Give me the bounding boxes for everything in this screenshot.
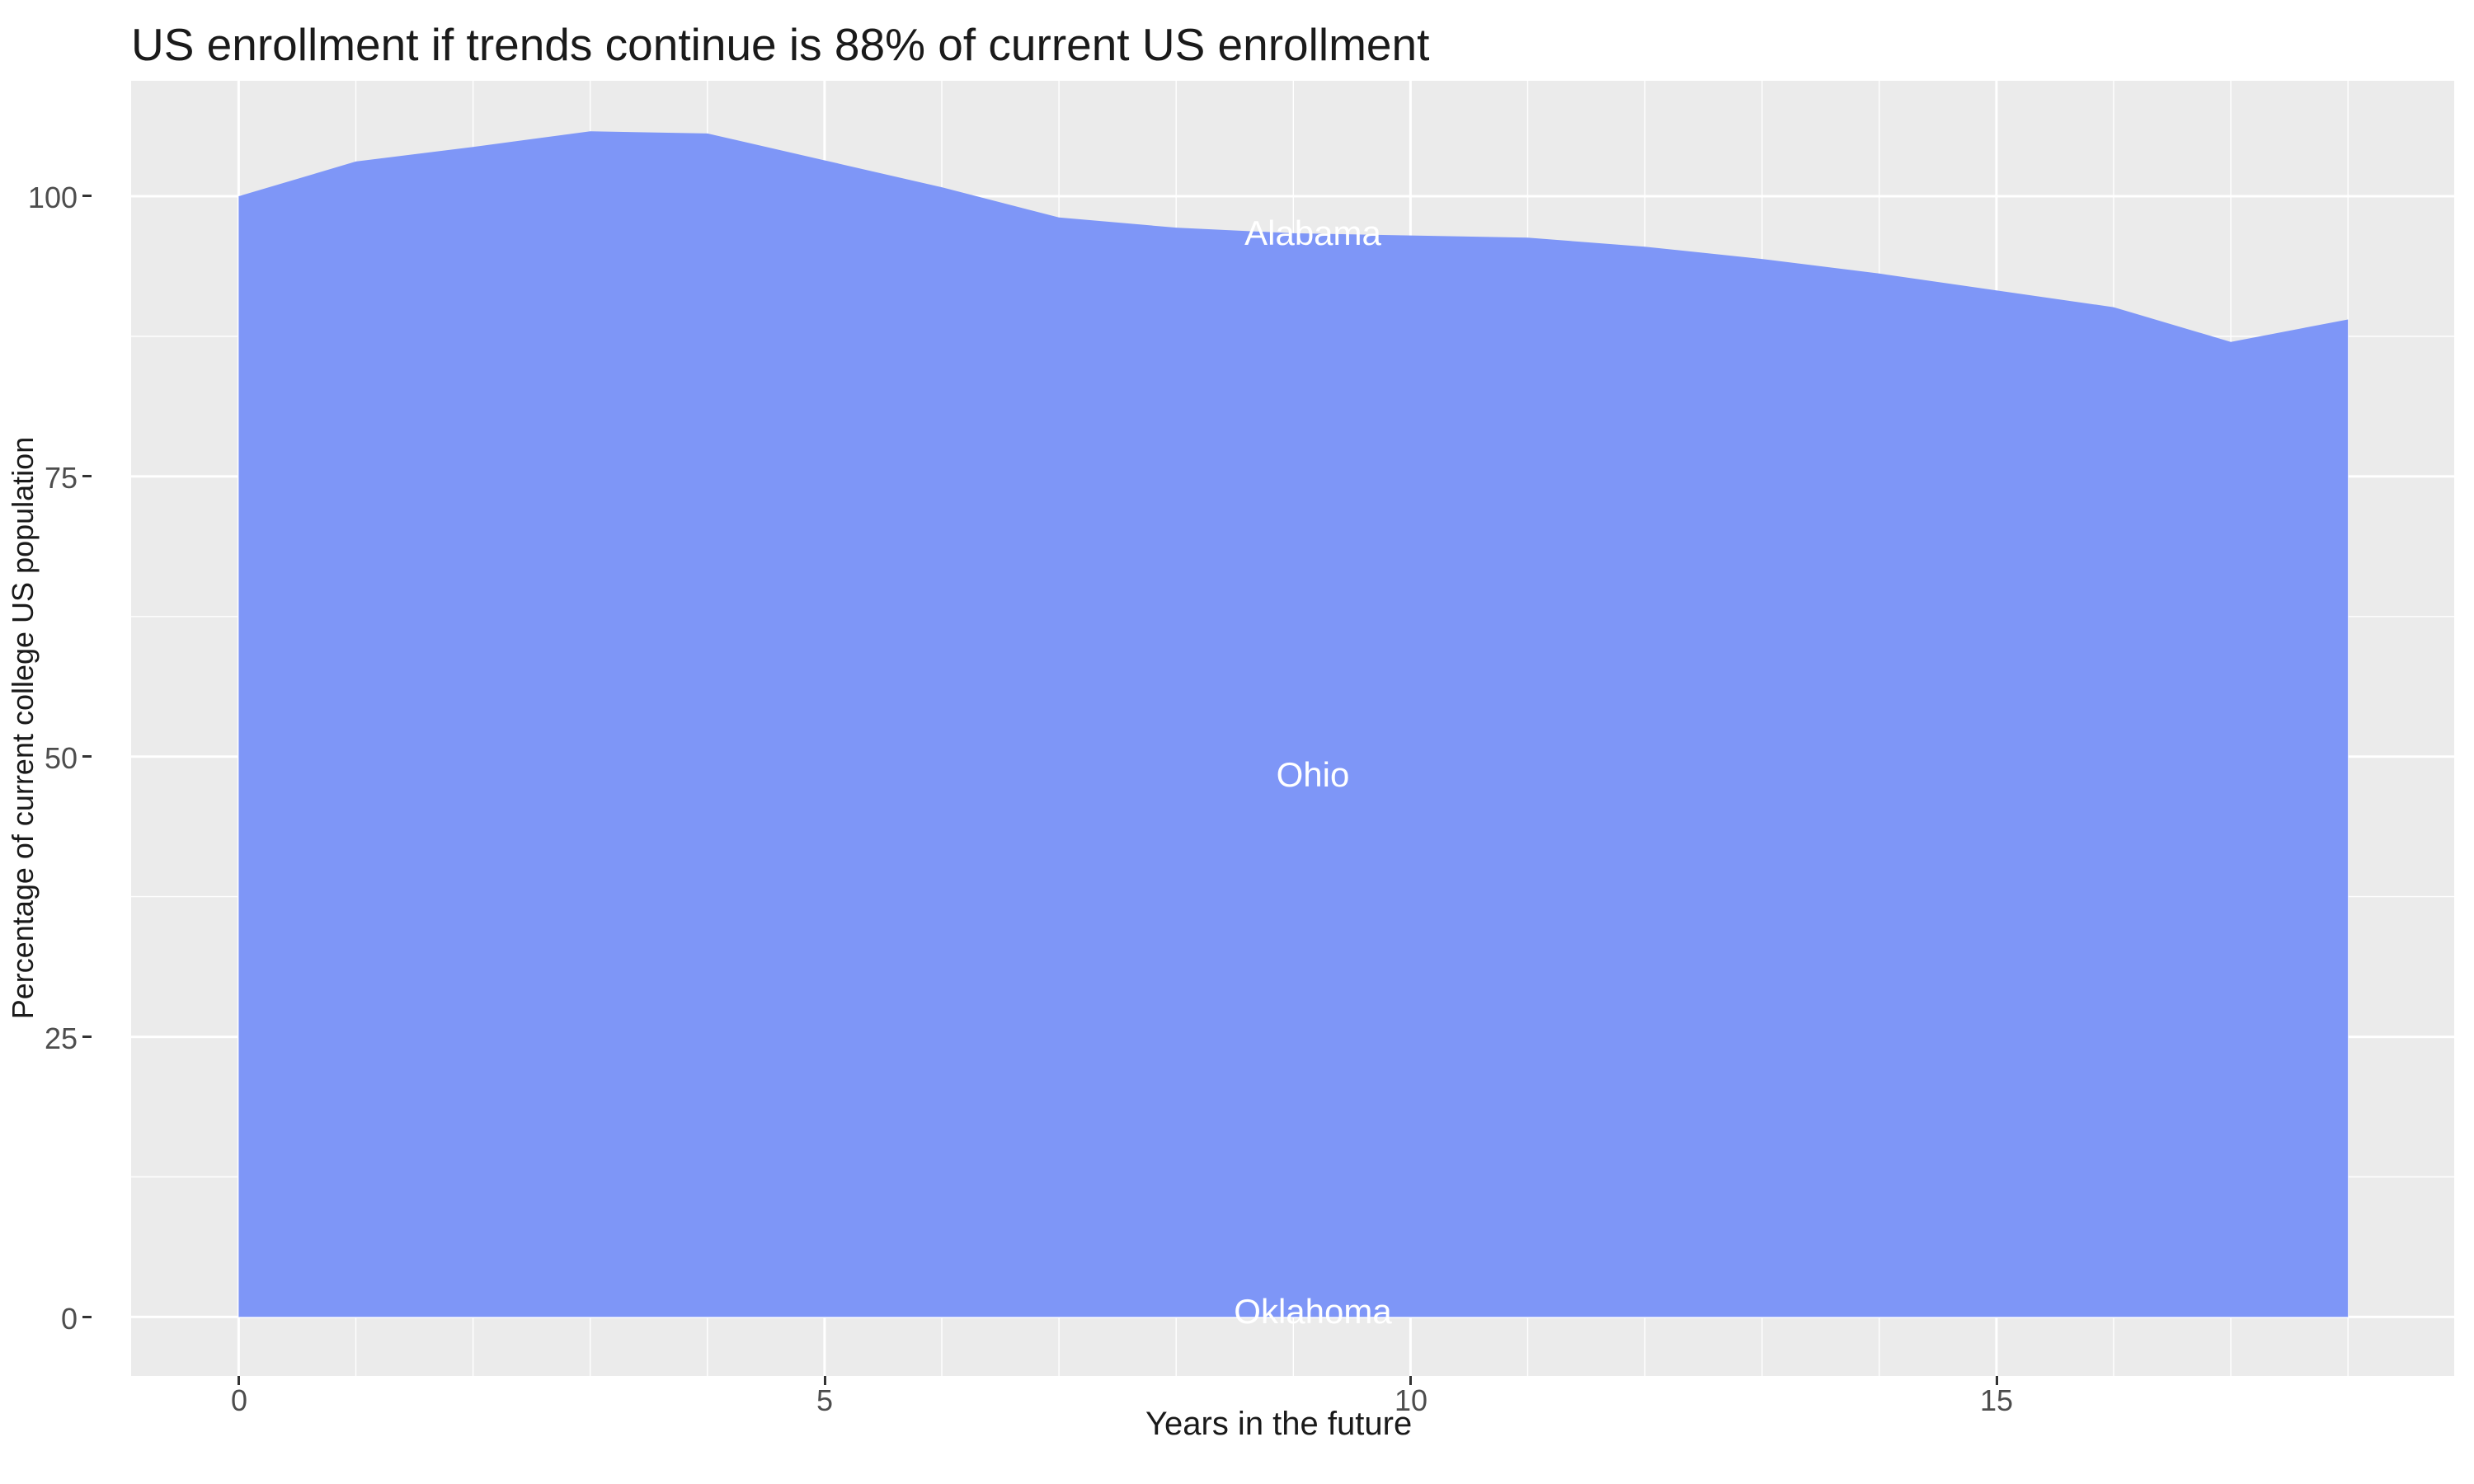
svg-text:Ohio: Ohio	[1277, 755, 1350, 794]
svg-text:Oklahoma: Oklahoma	[1234, 1292, 1392, 1331]
svg-text:Alabama: Alabama	[1244, 214, 1381, 252]
